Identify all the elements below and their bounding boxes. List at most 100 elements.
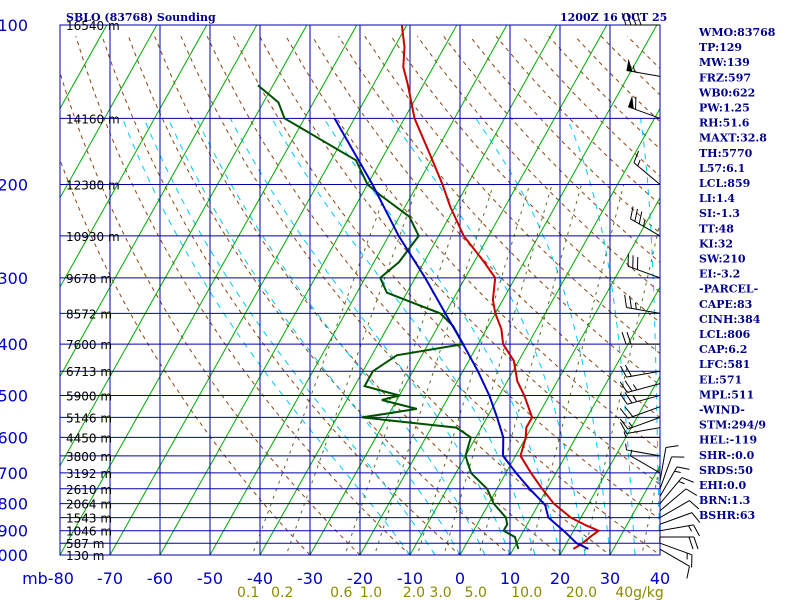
isotherm-line [609,464,660,555]
sounding-index: LCL:859 [699,177,750,190]
wind-barb-half [688,525,693,532]
isotherm-line [109,25,408,555]
temperature-tick-label: 10 [500,569,520,588]
sounding-index: WB0:622 [698,86,755,99]
dry-adiabat-line [574,35,660,123]
sounding-index: RH:51.6 [699,117,750,130]
pressure-tick-label: 500 [0,386,28,405]
chart-datetime: 1200Z 16 OCT 25 [560,11,667,24]
mixing-ratio-label: 1.0 [360,585,382,600]
pressure-tick-label: 400 [0,335,28,354]
wind-barb-half [634,302,637,310]
sounding-index: STM:294/9 [699,419,766,432]
height-label: 7600 m [66,338,112,352]
temperature-tick-label: -60 [147,569,173,588]
pressure-tick-label: 900 [0,522,28,541]
mixing-ratio-line [583,220,660,555]
wind-barb [659,548,690,579]
height-label: 12380 m [66,179,120,193]
mixing-ratio-label: 0.2 [271,585,293,600]
mixing-ratio-label: 2.0 [403,585,425,600]
wind-barb-full [681,477,694,483]
wind-barb-shaft [627,406,661,419]
mixing-ratio-label: 5.0 [465,585,487,600]
dry-adiabat-line [232,35,660,520]
sounding-index: SW:210 [699,253,746,266]
wind-barb-half [628,422,634,428]
wind-barb-full [624,364,632,377]
mixing-ratio-line [416,184,531,555]
wind-barb-shaft [626,306,661,314]
wind-barb-full [631,12,637,26]
dry-adiabat-line [338,35,660,386]
temperature-tick-label: -10 [397,569,423,588]
wind-barb-half [623,431,627,438]
sounding-index: LI:1.4 [699,192,735,205]
sounding-index: EHI:0.0 [699,479,746,492]
wind-barb [659,512,701,525]
wind-barb [659,466,690,497]
height-label: 14160 m [66,112,120,126]
wind-barb [626,58,661,77]
temperature-tick-label: -40 [247,569,273,588]
wind-barb-half [625,443,628,451]
wind-barb-full [665,445,679,448]
isotherm-line [359,25,658,555]
sounding-index: -PARCEL- [699,283,758,296]
height-label: 10930 m [66,230,120,244]
wind-barb-shaft [659,524,694,532]
mixing-ratio-label: 0.6 [330,585,352,600]
sounding-index: L57:6.1 [699,162,745,175]
dry-adiabat-line [180,35,611,555]
wind-barb-flag [626,58,633,72]
isotherm-line [509,286,660,555]
wind-barb-full [619,418,629,430]
isotherm-line [60,25,208,289]
wind-barb-shaft [659,512,693,525]
wind-barb [659,488,698,512]
sounding-index: SI:-1.3 [699,207,740,220]
wind-barb-full [634,208,638,222]
mixing-ratio-label: 0.1 [237,585,259,600]
isotherm-line [60,25,358,555]
pressure-tick-label: 600 [0,428,28,447]
temperature-tick-label: 0 [455,569,465,588]
parcel-profile-line [333,117,589,550]
dry-adiabat-line [285,35,660,452]
mixing-ratio-line [251,184,390,555]
mixing-ratio-line [529,184,625,555]
wind-barb-full [624,392,633,404]
height-label: 5146 m [66,411,112,425]
isotherm-line [309,25,608,555]
wind-barb-full [638,211,643,225]
temperature-tick-label: 40 [650,569,670,588]
wind-barb [627,95,661,119]
temperature-tick-label: -50 [197,569,223,588]
mixing-ratio-label: 40g/kg [615,585,663,600]
wind-barb-full [620,422,627,434]
wind-barb [619,392,661,405]
wind-barb-shaft [627,383,661,393]
height-label: 2064 m [66,498,112,512]
wind-barb-full [624,294,628,308]
sounding-index: LCL:806 [699,328,751,341]
wind-barb-shaft [627,394,661,405]
sounding-index: WMO:83768 [698,26,776,39]
mixing-ratio-line [443,184,553,555]
sounding-index: FRZ:597 [699,71,751,84]
isotherm-line [60,25,258,378]
pressure-tick-label: 300 [0,269,28,288]
wind-barb-full [619,393,628,405]
wind-barb-full [686,566,690,579]
wind-barb [660,536,699,550]
wind-barb-full [624,380,633,392]
wind-barb-shaft [627,265,661,279]
wind-barb-full [619,408,629,419]
height-label: 6713 m [66,365,112,379]
mixing-ratio-line [374,184,494,555]
wind-barb-shaft [659,456,673,489]
mixing-ratio-line [641,461,660,555]
wind-barb-full [676,466,690,470]
temperature-tick-label: -70 [97,569,123,588]
